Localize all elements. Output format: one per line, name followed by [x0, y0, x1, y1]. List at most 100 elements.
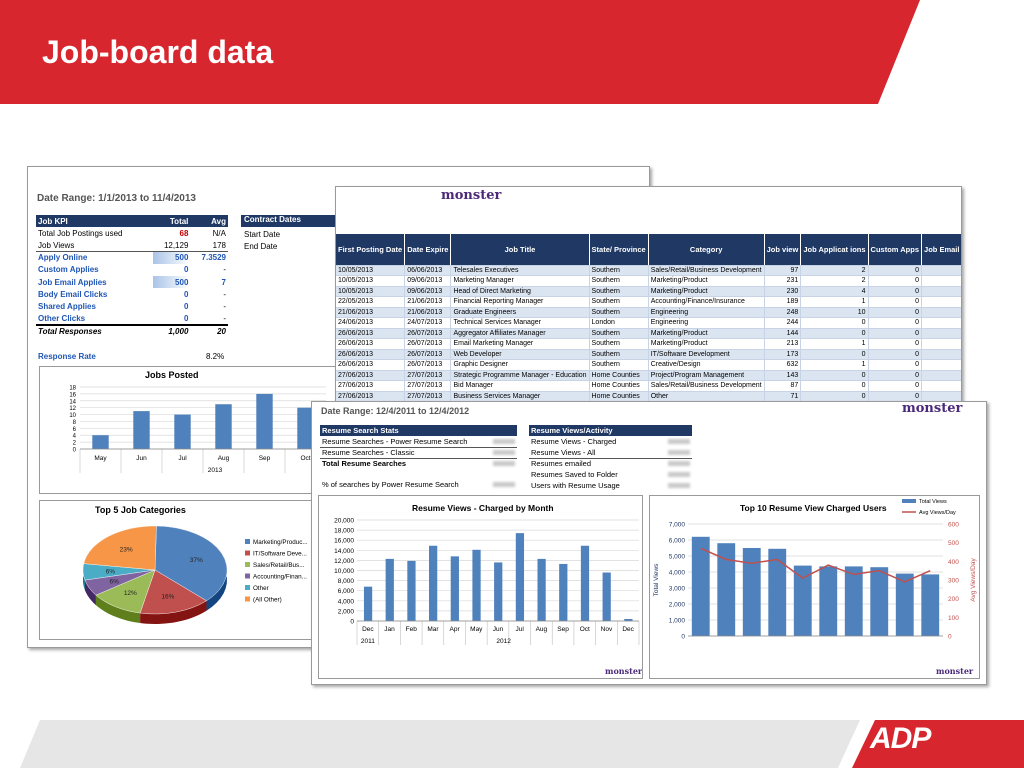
adp-logo: ADP	[870, 722, 931, 755]
x-tick-label: Aug	[536, 626, 548, 633]
table-cell: 89	[921, 359, 961, 371]
legend-label: Other	[253, 585, 269, 592]
activity-row: Resume Views - Charged	[529, 436, 692, 447]
y-tick-label: 1,000	[669, 618, 686, 625]
table-cell: 0	[868, 286, 923, 297]
stats-label: Resume Searches - Classic	[322, 448, 415, 457]
bar	[133, 411, 150, 449]
table-cell: 22/05/2013	[336, 296, 406, 308]
table-cell: 21/06/2013	[404, 307, 452, 318]
col-job-view[interactable]: Job view	[764, 234, 802, 266]
col-email-apps[interactable]: Job Email Apps	[921, 234, 961, 266]
resume-search-stats-header: Resume Search Stats	[320, 425, 517, 436]
kpi-total-value: 1,000	[168, 326, 189, 336]
table-cell: 26/06/2013	[336, 328, 406, 339]
pie-slice-label: 37%	[190, 557, 203, 564]
stats-row: % of searches by Power Resume Search	[320, 479, 517, 490]
table-cell: Southern	[589, 265, 649, 276]
x-tick-label: Jun	[493, 626, 504, 633]
table-cell: London	[589, 317, 649, 329]
y-tick-label: 6,000	[338, 588, 355, 595]
pie-slice	[154, 525, 228, 601]
table-cell: 1	[800, 359, 869, 371]
col-category[interactable]: Category	[648, 234, 765, 266]
table-cell: 173	[764, 349, 802, 360]
y-tick-label: 14,000	[334, 548, 354, 555]
kpi-label: Job Email Applies	[38, 277, 107, 287]
table-cell: 27/06/2013	[336, 380, 406, 392]
col-job-applications[interactable]: Job Applicat ions	[800, 234, 869, 266]
table-cell: 144	[764, 328, 802, 339]
y-tick-label: 3,000	[669, 586, 686, 593]
y-tick-label: 6,000	[669, 538, 686, 545]
x-tick-label: Jul	[516, 626, 525, 633]
table-cell: Southern	[589, 275, 649, 287]
table-cell: 1	[800, 338, 869, 350]
x-group-label: 2011	[361, 638, 375, 645]
col-custom-apps[interactable]: Custom Apps	[868, 234, 923, 266]
col-state[interactable]: State/ Province	[589, 234, 649, 266]
jobs-posted-chart-panel: Jobs Posted 0 2 4 6 8 10 12 14 16 18 May Jun Jul Aug S…	[39, 366, 339, 494]
resume-activity-table: Resume Views/Activity Resume Views - Cha…	[529, 425, 692, 491]
response-rate-value: 8.2%	[206, 352, 225, 361]
y-tick-label: 12,000	[334, 558, 354, 565]
table-cell: 230	[764, 286, 802, 297]
col-job-title[interactable]: Job Title	[450, 234, 590, 266]
activity-value-redacted	[656, 469, 692, 480]
table-cell: Head of Direct Marketing	[450, 286, 590, 297]
stats-value-redacted	[488, 436, 517, 447]
table-cell: 8	[921, 349, 961, 360]
table-cell: Southern	[589, 359, 649, 371]
table-cell: Aggregator Affiliates Manager	[450, 328, 590, 339]
bar	[256, 393, 273, 449]
pie-slice-side	[84, 580, 96, 606]
bar	[450, 556, 459, 621]
kpi-avg: 178	[212, 240, 226, 250]
y-tick-label: 2	[73, 441, 77, 447]
activity-label: Users with Resume Usage	[531, 481, 620, 490]
col-date-expire[interactable]: Date Expire	[404, 234, 452, 266]
table-cell: 27/07/2013	[404, 380, 452, 392]
kpi-label: Body Email Clicks	[38, 289, 108, 299]
top-users-brand: monster	[936, 666, 974, 676]
y-tick-label: 0	[681, 634, 685, 641]
kpi-row: Total Job Postings used 68 N/A	[36, 227, 228, 239]
y-tick-label: 18,000	[334, 528, 354, 535]
table-cell: Sales/Retail/Business Development	[648, 380, 765, 392]
table-cell: 26/07/2013	[404, 338, 452, 350]
stats-spacer	[320, 469, 517, 479]
kpi-avg: -	[223, 301, 226, 311]
bar	[844, 566, 863, 636]
contract-start-label: Start Date	[244, 230, 281, 239]
table-cell: 0	[868, 296, 923, 308]
activity-row: Resume Views - All	[529, 447, 692, 458]
kpi-avg: 7	[221, 277, 226, 287]
table-cell: Southern	[589, 349, 649, 360]
y-tick-label: 8	[73, 420, 77, 426]
y-tick-label: 20,000	[334, 518, 354, 525]
kpi-label: Job Views	[38, 240, 75, 250]
kpi-total: 0	[183, 289, 189, 299]
col-first-posting[interactable]: First Posting Date	[336, 234, 406, 266]
contract-dates-header: Contract Dates	[241, 215, 341, 227]
kpi-header-avg: Avg	[211, 216, 226, 226]
table-row: 27/06/2013 27/07/2013 Strategic Programme …	[336, 370, 961, 381]
table-cell: Graphic Designer	[450, 359, 590, 371]
legend-label: (All Other)	[253, 597, 282, 604]
bar	[472, 549, 481, 621]
top-users-title: Top 10 Resume View Charged Users	[740, 503, 887, 513]
table-cell: 213	[764, 338, 802, 350]
table-cell: 26/07/2013	[404, 359, 452, 371]
activity-label: Resume Views - All	[531, 447, 596, 457]
slide-title: Job-board data	[42, 34, 274, 70]
table-cell: Email Marketing Manager	[450, 338, 590, 350]
job-table-panel: monster First Posting Date Date Expire J…	[335, 186, 962, 404]
table-cell: Home Counties	[589, 370, 649, 381]
y-tick-label: 16,000	[334, 538, 354, 545]
pie-slice-label: 6%	[110, 579, 120, 586]
table-cell: 87	[764, 380, 802, 392]
y-tick-label: 18	[69, 386, 76, 392]
table-cell: 12	[921, 338, 961, 350]
table-row: 10/05/2013 06/06/2013 Telesales Executives…	[336, 265, 961, 276]
